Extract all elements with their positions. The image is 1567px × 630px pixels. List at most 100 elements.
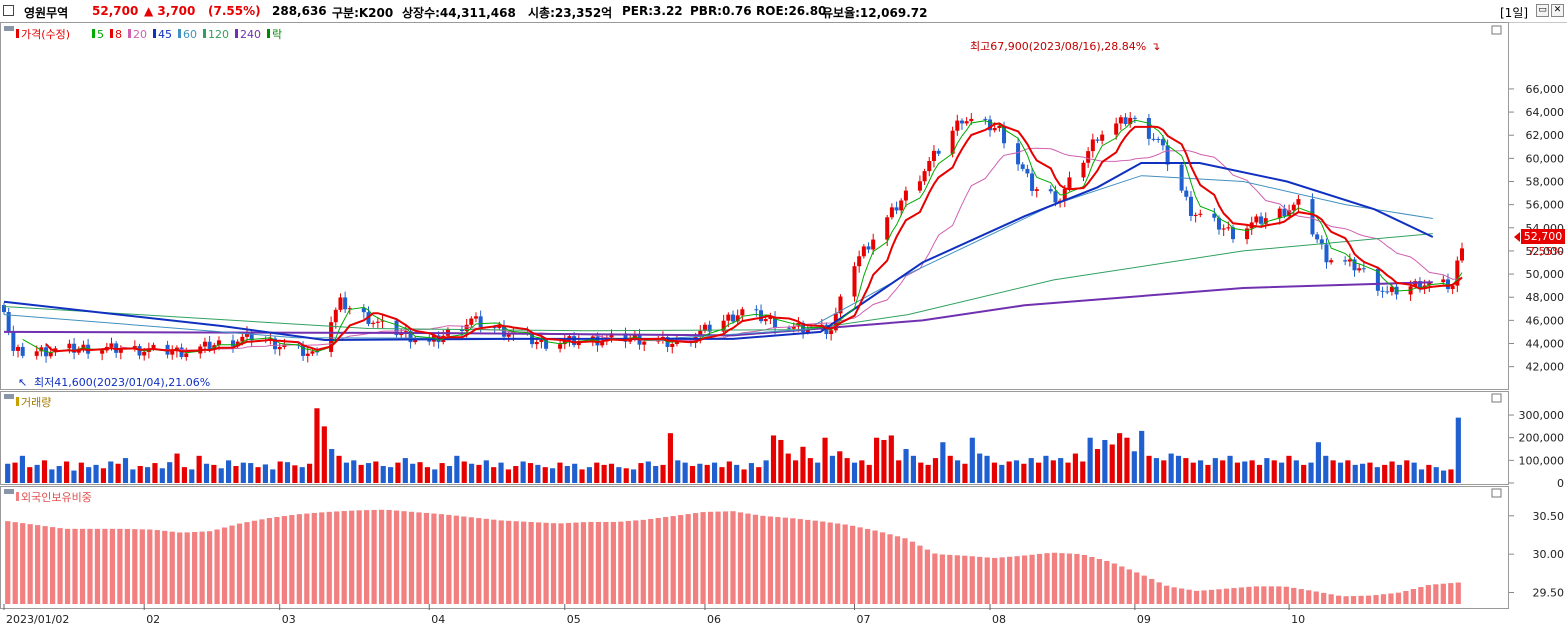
candle-body (1002, 125, 1007, 144)
market-cap: 시총:23,352억 (528, 6, 613, 20)
candle-body (361, 308, 366, 313)
volume-bar (1404, 460, 1410, 483)
volume-bar (277, 461, 283, 483)
ma-legend-label[interactable]: 45 (158, 28, 172, 41)
volume-bar (12, 462, 18, 483)
ma-legend-label[interactable]: 240 (240, 28, 261, 41)
foreign-bar (1373, 595, 1379, 604)
foreign-bar (438, 514, 445, 604)
candle-body (114, 343, 119, 353)
foreign-panel-max-icon[interactable] (1491, 488, 1502, 498)
foreign-bar (782, 517, 788, 604)
volume-bar (1286, 455, 1292, 483)
volume-bar (1227, 455, 1233, 483)
candle-body (754, 309, 759, 311)
candle-body (964, 121, 969, 124)
volume-bar (1455, 417, 1461, 483)
volume-bar (741, 469, 747, 483)
stock-info-bar: 영원무역 52,700 ▲ 3,700 (7.55%) 288,636 구분:K… (0, 0, 1567, 23)
candle-body (371, 322, 376, 324)
volume-bar (925, 464, 931, 483)
foreign-bar (109, 528, 116, 604)
foreign-bar (1186, 589, 1192, 604)
price-legend[interactable]: 가격(수정) (21, 28, 70, 41)
volume-panel-max-icon[interactable] (1491, 393, 1502, 403)
volume-panel-handle-icon[interactable] (4, 394, 14, 399)
foreign-bar (199, 531, 205, 604)
foreign-title[interactable]: 외국인보유비중 (21, 491, 92, 504)
volume-bar (1043, 455, 1049, 483)
price-panel (0, 22, 1509, 390)
candle-body (534, 341, 539, 345)
close-icon[interactable]: ✕ (1551, 4, 1564, 17)
foreign-bar (939, 554, 945, 604)
foreign-bar (730, 511, 736, 604)
candle-body (1385, 291, 1390, 293)
volume-bar (1264, 458, 1270, 483)
ma-legend-label[interactable]: 8 (115, 28, 122, 41)
foreign-bar (595, 521, 602, 604)
period-selector[interactable]: [1일] (1500, 6, 1529, 20)
foreign-bar (737, 512, 744, 604)
foreign-bar (1126, 569, 1132, 604)
volume-bar (336, 455, 342, 483)
foreign-bar (827, 522, 833, 604)
foreign-panel-handle-icon[interactable] (4, 489, 14, 494)
candle-body (1118, 117, 1123, 124)
foreign-bar (760, 515, 766, 604)
volume-title[interactable]: 거래량 (21, 396, 51, 409)
candle-body (394, 320, 399, 336)
ma-legend-label[interactable]: 60 (183, 28, 197, 41)
foreign-bar (177, 532, 183, 604)
foreign-bar (887, 534, 893, 604)
price-legend-marker (16, 29, 19, 38)
candle-body (1146, 118, 1151, 139)
candle-body (142, 351, 147, 356)
foreign-bar (311, 512, 317, 604)
candle-body (1165, 145, 1170, 165)
volume-bar (446, 466, 453, 483)
foreign-bar (206, 531, 213, 604)
x-tick-label: 08 (992, 613, 1006, 626)
volume-bar (329, 449, 335, 483)
volume-bar (763, 460, 769, 483)
x-tick-label: 05 (567, 613, 581, 626)
candle-body (857, 256, 862, 267)
foreign-bar (1425, 585, 1431, 604)
panel-handle-icon[interactable] (4, 26, 14, 31)
foreign-bar (476, 518, 482, 604)
candle-body (277, 346, 282, 350)
candle-body (240, 336, 245, 342)
ma-legend-label[interactable]: 5 (97, 28, 104, 41)
foreign-bar (1178, 588, 1185, 604)
candle-body (39, 347, 44, 352)
select-checkbox[interactable] (3, 5, 14, 16)
candle-body (791, 326, 796, 329)
foreign-bar (1201, 590, 1207, 604)
foreign-bar (1171, 587, 1177, 604)
ma-legend-label[interactable]: 120 (208, 28, 229, 41)
candle-body (936, 150, 941, 154)
volume-bar (1065, 462, 1071, 483)
volume-bar (645, 461, 651, 483)
foreign-bar (1343, 596, 1349, 604)
x-tick-label: 02 (146, 613, 160, 626)
volume-bar (881, 439, 887, 483)
stock-name[interactable]: 영원무역 (24, 6, 69, 20)
ma-legend-label[interactable]: 20 (133, 28, 147, 41)
restore-icon[interactable]: ▭ (1536, 4, 1549, 17)
foreign-bar (902, 538, 908, 604)
candle-body (81, 344, 86, 349)
ma-legend-label[interactable]: 락 (272, 28, 282, 41)
candle-body (338, 297, 343, 310)
volume-bar (181, 467, 187, 483)
volume-bar (770, 435, 777, 483)
foreign-bar (969, 556, 975, 604)
volume-bar (137, 466, 143, 483)
volume-bar (476, 464, 482, 483)
price-panel-max-icon[interactable] (1491, 25, 1502, 35)
candle-body (1081, 162, 1086, 178)
candle-body (67, 343, 72, 349)
volume-bar (34, 464, 40, 483)
